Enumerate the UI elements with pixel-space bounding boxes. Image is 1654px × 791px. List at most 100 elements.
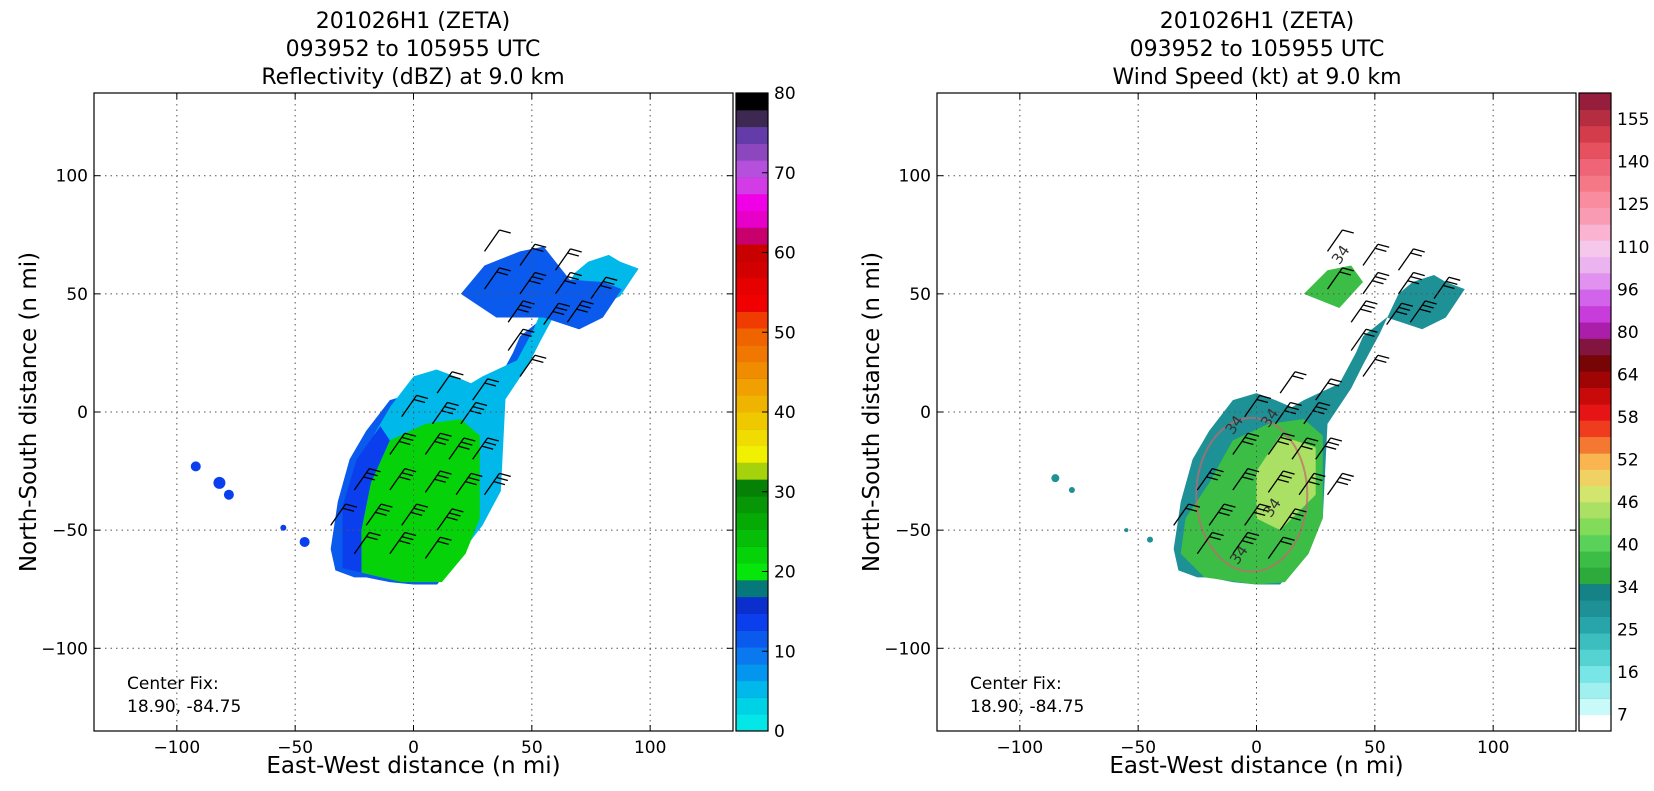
wind-barb — [431, 401, 459, 425]
colorbar-tick-label: 110 — [1617, 238, 1649, 258]
colorbar-tick-label: 155 — [1617, 110, 1649, 130]
barb-feather — [1372, 280, 1384, 285]
barb-feather — [531, 276, 544, 281]
barb-feather — [1247, 432, 1260, 437]
colorbar-swatch — [736, 93, 768, 111]
colorbar-swatch — [736, 546, 768, 564]
barb-feather — [1256, 398, 1269, 404]
wind-barb — [507, 300, 535, 323]
colorbar-swatch — [736, 193, 768, 212]
echo-cell — [190, 461, 201, 472]
colorbar-swatch — [736, 361, 768, 379]
colorbar-swatch — [736, 244, 768, 262]
barb-feather — [475, 401, 488, 407]
barb-feather — [1212, 531, 1224, 537]
wind-barb — [483, 472, 511, 496]
barb-feather — [605, 276, 618, 281]
colorbar-swatch — [1579, 142, 1611, 159]
colorbar-swatch — [1579, 567, 1611, 585]
barb-feather — [1306, 437, 1319, 442]
barb-feather — [446, 516, 458, 521]
wind-barb — [1303, 401, 1331, 425]
x-tick-label: 0 — [408, 738, 419, 758]
barb-feather — [558, 302, 571, 307]
barb-feather — [579, 304, 591, 309]
barb-feather — [1287, 405, 1299, 411]
colorbar-swatch — [736, 563, 768, 581]
colorbar-swatch — [1579, 681, 1611, 699]
barb-feather — [1330, 437, 1343, 442]
wind-cell — [1147, 536, 1153, 543]
barb-feather — [1188, 503, 1201, 508]
wind-barb — [1298, 472, 1326, 496]
barb-feather — [1280, 540, 1292, 545]
colorbar-swatch — [1579, 632, 1611, 650]
colorbar-swatch — [736, 176, 768, 195]
wind-barb — [436, 371, 464, 394]
echo-cell — [223, 489, 234, 500]
barb-feather — [416, 394, 429, 400]
barb-feather — [1342, 472, 1354, 478]
barb-feather — [1395, 310, 1408, 316]
chart-title-line-2: 093952 to 105955 UTC — [1130, 37, 1385, 62]
barb-feather — [1365, 300, 1378, 305]
barb-feather — [465, 480, 477, 486]
center-fix-annotation: Center Fix: — [127, 674, 219, 694]
colorbar-swatch — [736, 143, 768, 161]
wind-barb — [483, 267, 511, 290]
barb-feather — [1244, 472, 1257, 477]
colorbar-swatch — [1579, 109, 1611, 127]
barb-feather — [1377, 271, 1390, 277]
barb-feather — [1313, 472, 1326, 478]
wind-barb — [436, 508, 464, 531]
colorbar-tick-label: 40 — [1617, 536, 1639, 556]
x-tick-label: −100 — [996, 738, 1043, 758]
colorbar-tick-label: 0 — [774, 722, 785, 742]
barb-feather — [369, 468, 381, 473]
barb-feather — [1277, 440, 1289, 446]
wind-barb — [353, 468, 381, 491]
y-tick-label: 50 — [66, 285, 88, 305]
wind-barb — [1315, 378, 1343, 401]
barb-feather — [531, 247, 544, 252]
wind-barb — [1208, 503, 1236, 526]
wind-barb — [1362, 354, 1390, 377]
echo-cell — [280, 524, 287, 531]
colorbar-swatch — [736, 596, 768, 614]
barb-staff — [1350, 300, 1367, 323]
barb-feather — [496, 271, 509, 276]
colorbar-tick-label: 52 — [1617, 450, 1639, 470]
barb-feather — [1218, 511, 1230, 516]
colorbar-swatch — [736, 495, 768, 514]
colorbar-swatch — [1579, 305, 1611, 323]
barb-feather — [1241, 440, 1254, 446]
colorbar-swatch — [1579, 338, 1611, 356]
barb-staff — [1326, 229, 1343, 252]
barb-staff — [1326, 473, 1343, 496]
barb-feather — [1374, 276, 1387, 281]
barb-feather — [1283, 536, 1295, 541]
colorbar-swatch — [1579, 501, 1611, 519]
barb-feather — [1280, 474, 1292, 479]
wind-barb — [448, 437, 476, 460]
wind-barb — [1267, 432, 1295, 455]
barb-feather — [1209, 535, 1221, 541]
wind-barb — [1279, 371, 1307, 394]
barb-feather — [469, 410, 482, 415]
colorbar-swatch — [736, 260, 768, 279]
colorbar-swatch — [736, 579, 768, 598]
wind-cell — [1051, 474, 1060, 483]
barb-feather — [1259, 503, 1272, 508]
barb-feather — [1301, 445, 1313, 450]
barb-feather — [1398, 306, 1411, 312]
chart-title-line-1: 201026H1 (ZETA) — [316, 9, 510, 34]
barb-feather — [1256, 507, 1269, 512]
barb-feather — [342, 507, 355, 512]
wind-barb — [1279, 508, 1307, 531]
wind-barb — [543, 302, 571, 325]
barb-feather — [1410, 276, 1423, 281]
colorbar-swatch — [1579, 354, 1611, 372]
barb-feather — [602, 280, 615, 286]
barb-feather — [1292, 512, 1304, 517]
wind-barb — [1232, 531, 1260, 555]
